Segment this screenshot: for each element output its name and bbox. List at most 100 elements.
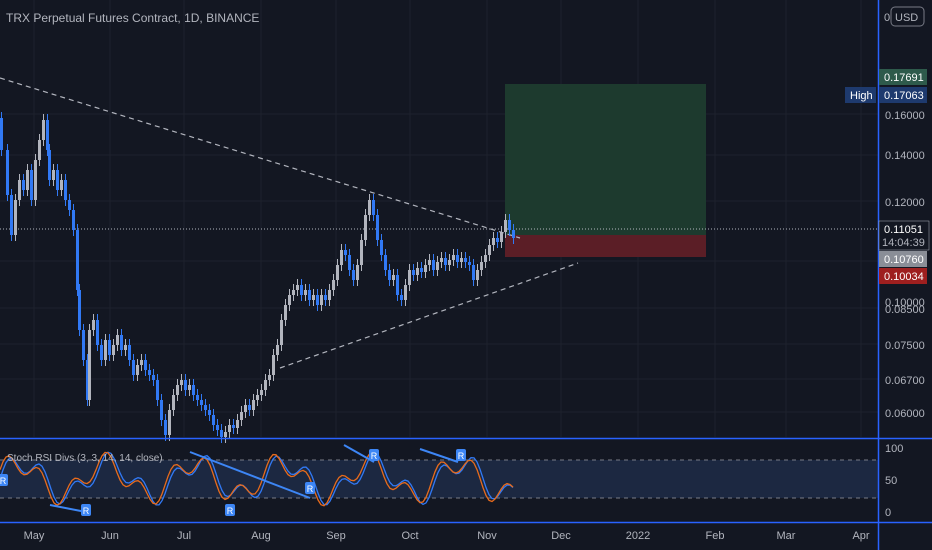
candle-body — [392, 275, 395, 280]
price-axis[interactable]: 0.16000 0.14000 0.12000 0.10000 0.08500 … — [885, 110, 925, 420]
stop-price-text: 0.10034 — [884, 271, 924, 283]
candle-body — [424, 265, 427, 272]
time-tick: Oct — [401, 530, 418, 542]
candle-body — [64, 180, 67, 200]
countdown-text: 14:04:39 — [882, 237, 925, 249]
candle-body — [152, 375, 155, 380]
candle-body — [412, 270, 415, 275]
candle-body — [300, 285, 303, 295]
candle-body — [384, 255, 387, 270]
osc-tick: 100 — [885, 443, 903, 455]
candle-body — [340, 250, 343, 265]
stoch-k-line — [0, 451, 514, 507]
candle-body — [284, 305, 287, 320]
stoch-d-line — [0, 451, 514, 506]
candle-body — [248, 405, 251, 410]
divergence-marker-label: R — [307, 484, 314, 494]
candle-body — [332, 280, 335, 290]
candle-body — [172, 395, 175, 410]
entry-price-text: 0.10760 — [884, 254, 924, 266]
candle-body — [100, 345, 103, 360]
time-axis[interactable]: May Jun Jul Aug Sep Oct Nov Dec 2022 Feb… — [24, 530, 870, 542]
candle-body — [356, 265, 359, 280]
candle-body — [456, 255, 459, 262]
candle-body — [344, 250, 347, 255]
divergence-marker-label: R — [458, 451, 465, 461]
candle-body — [14, 200, 17, 235]
candle-body — [464, 258, 467, 262]
candle-body — [336, 265, 339, 280]
candle-body — [104, 340, 107, 360]
last-price-tag — [878, 220, 930, 251]
candle-body — [500, 232, 503, 242]
candle-body — [120, 335, 123, 350]
candle-body — [188, 385, 191, 390]
candle-body — [228, 425, 231, 432]
divergence-marker-label: R — [227, 506, 234, 516]
candle-body — [168, 410, 171, 435]
time-tick: Nov — [477, 530, 497, 542]
osc-tick: 50 — [885, 475, 897, 487]
divergence-marker-label: R — [0, 476, 7, 486]
candle-body — [368, 200, 371, 215]
price-tick: 0.06000 — [885, 408, 925, 420]
candle-body — [416, 268, 419, 275]
time-tick: Aug — [251, 530, 271, 542]
divergence-marker[interactable]: R — [456, 449, 466, 461]
divergence-marker-label: R — [371, 451, 378, 461]
candle-body — [112, 345, 115, 355]
divergence-marker[interactable]: R — [0, 474, 8, 486]
candle-body — [136, 365, 139, 375]
candle-body — [288, 295, 291, 305]
time-tick: Feb — [706, 530, 725, 542]
candle-body — [132, 360, 135, 375]
divergence-marker[interactable]: R — [369, 449, 379, 461]
candle-body — [22, 180, 25, 190]
currency-zero: 0 — [884, 12, 890, 24]
candle-body — [352, 270, 355, 280]
chart-title: TRX Perpetual Futures Contract, 1D, BINA… — [6, 11, 259, 25]
candle-body — [148, 370, 151, 375]
upper-trendline[interactable] — [0, 77, 521, 239]
candle-body — [476, 270, 479, 280]
lower-trendline[interactable] — [279, 262, 579, 369]
candle-body — [504, 220, 507, 232]
candle-body — [420, 268, 423, 272]
stop-price-tag — [879, 268, 927, 284]
currency-button[interactable] — [890, 6, 925, 27]
candle-body — [436, 262, 439, 270]
candle-body — [244, 405, 247, 412]
divergence-marker[interactable]: R — [225, 504, 235, 516]
candle-body — [30, 170, 33, 200]
divergence-line — [419, 448, 459, 463]
candle-body — [448, 260, 451, 265]
divergence-marker[interactable]: R — [81, 504, 91, 516]
oscillator-lines — [0, 451, 514, 507]
candle-body — [164, 420, 167, 435]
candle-body — [304, 290, 307, 295]
high-label-text: High — [850, 90, 873, 102]
candle-body — [360, 240, 363, 265]
candle-body — [276, 345, 279, 355]
candle-body — [180, 380, 183, 385]
candle-body — [508, 220, 511, 230]
divergence-marker[interactable]: R — [305, 482, 315, 494]
candle-body — [192, 385, 195, 395]
candle-body — [372, 200, 375, 215]
candle-body — [96, 320, 99, 345]
candle-body — [496, 238, 499, 242]
candle-body — [316, 295, 319, 305]
candle-body — [6, 150, 9, 195]
osc-tick: 0 — [885, 507, 891, 519]
candle-body — [252, 400, 255, 410]
candle-body — [468, 262, 471, 265]
candle-body — [216, 425, 219, 430]
candle-body — [78, 290, 81, 330]
candle-body — [380, 240, 383, 255]
candle-body — [0, 118, 3, 150]
candle-body — [46, 120, 49, 150]
candle-body — [232, 425, 235, 428]
candle-body — [184, 380, 187, 390]
candle-body — [124, 345, 127, 350]
